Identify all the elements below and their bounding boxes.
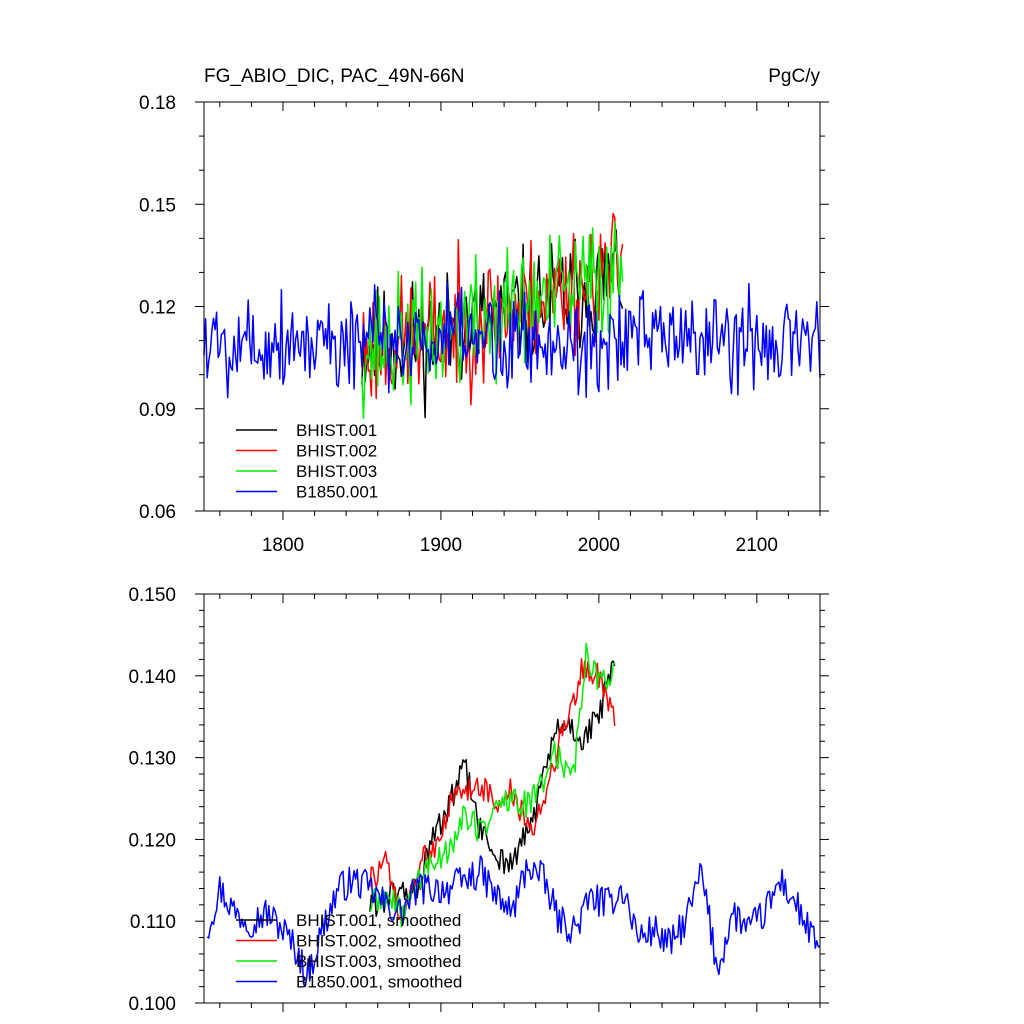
top-panel-units: PgC/y [768,66,820,87]
top-panel: FG_ABIO_DIC, PAC_49N-66N PgC/y 1800 1900 2… [139,66,829,556]
bottom-legend-label-1: BHIST.001, smoothed [296,911,461,930]
bottom-panel-frame [203,593,821,1004]
bottom-y-tick-label: 0.140 [128,667,176,688]
top-x-tick-label: 1900 [420,535,462,556]
top-legend-label-1: BHIST.001 [296,421,377,440]
bottom-y-tick-label: 0.100 [128,994,176,1015]
bottom-axis-ticks: 0.100 0.110 0.120 0.130 0.140 0.150 [128,585,829,1015]
top-y-tick-label: 0.15 [139,195,176,216]
bottom-series-line-4 [206,855,821,988]
top-x-tick-label: 2100 [736,535,778,556]
top-y-tick-label: 0.18 [139,93,176,114]
top-y-tick-label: 0.06 [139,502,176,523]
bottom-legend-label-2: BHIST.002, smoothed [296,932,461,951]
top-legend-label-3: BHIST.003 [296,462,377,481]
top-legend-label-4: B1850.001 [296,483,378,502]
bottom-legend: BHIST.001, smoothed BHIST.002, smoothedBH… [236,911,462,992]
bottom-panel: 0.100 0.110 0.120 0.130 0.140 0.150 BHIST.001… [128,585,829,1015]
bottom-y-tick-label: 0.150 [128,585,176,606]
bottom-y-tick-label: 0.120 [128,830,176,851]
top-panel-title: FG_ABIO_DIC, PAC_49N-66N [204,66,464,87]
bottom-series-line-2 [369,657,616,920]
bottom-legend-label-3: BHIST.003, smoothed [296,952,461,971]
top-x-tick-label: 1800 [262,535,304,556]
bottom-series-group [206,642,821,988]
top-legend-label-2: BHIST.002 [296,442,377,461]
bottom-y-tick-label: 0.110 [130,912,176,933]
top-series-group [203,212,821,420]
bottom-series-line-1 [369,660,616,917]
top-axis-ticks: 1800 1900 2000 2100 0.06 0.09 0.12 0.15 0.18 [139,93,829,556]
top-y-tick-label: 0.09 [139,400,176,421]
bottom-legend-label-4: B1850.001, smoothed [296,973,462,992]
bottom-y-tick-label: 0.130 [128,749,176,770]
top-series-line-4 [203,282,821,399]
top-x-tick-label: 2000 [578,535,620,556]
top-series-line-2 [361,212,624,406]
top-y-tick-label: 0.12 [139,298,176,319]
